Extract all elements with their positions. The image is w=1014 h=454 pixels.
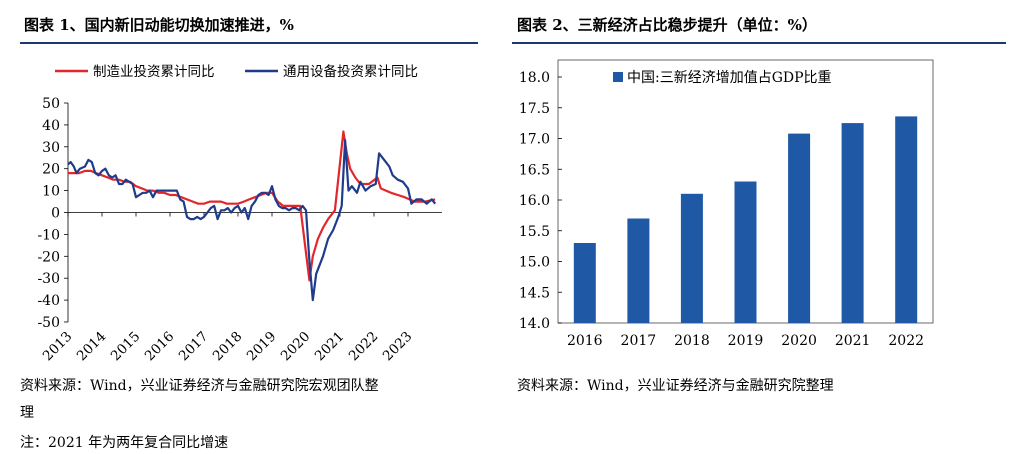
right-plot-bars xyxy=(573,116,918,324)
series-line-manufacturing xyxy=(68,130,436,282)
right-chart-title: 图表 2、三新经济占比稳步提升（单位：%） xyxy=(517,16,817,34)
left-source-continued: 理 xyxy=(20,405,34,421)
bar-2018 xyxy=(680,193,703,323)
left-x-tick-label: 2021 xyxy=(312,329,348,365)
left-y-tick-label: 50 xyxy=(42,96,60,112)
left-y-tick-label: 0 xyxy=(51,206,60,222)
right-x-tick-label: 2018 xyxy=(674,333,710,349)
left-chart-title: 图表 1、国内新旧动能切换加速推进，% xyxy=(24,16,294,34)
left-y-tick-label: 20 xyxy=(42,162,60,178)
left-axes: 50403020100-10-20-30-40-5020132014201520… xyxy=(37,96,442,364)
left-y-tick-label: 10 xyxy=(42,184,60,200)
right-y-tick-label: 17.5 xyxy=(519,101,550,117)
right-x-tick-label: 2020 xyxy=(781,333,817,349)
left-x-tick-label: 2023 xyxy=(380,329,416,365)
left-x-tick-label: 2016 xyxy=(142,329,178,365)
bar-2021 xyxy=(841,123,864,323)
series-line-equipment xyxy=(67,139,437,302)
left-x-tick-label: 2022 xyxy=(346,329,382,365)
bar-2020 xyxy=(788,133,811,323)
legend-label-manufacturing: 制造业投资累计同比 xyxy=(93,64,215,80)
right-axes: 18.0 17.5 17.0 16.5 16.0 15.5 15.0 14.5 14.0 2016… xyxy=(519,70,924,349)
left-y-tick-label: 40 xyxy=(42,118,60,134)
left-x-tick-label: 2013 xyxy=(40,329,76,365)
left-legend: 制造业投资累计同比 通用设备投资累计同比 xyxy=(55,63,418,80)
legend-label-equipment: 通用设备投资累计同比 xyxy=(283,63,418,80)
right-y-tick-label: 16.0 xyxy=(519,193,550,209)
right-y-tick-label: 15.5 xyxy=(519,224,550,240)
left-x-tick-label: 2020 xyxy=(278,329,314,365)
right-y-tick-label: 18.0 xyxy=(519,70,550,86)
right-y-tick-label: 14.5 xyxy=(519,285,550,301)
left-x-tick-label: 2017 xyxy=(176,329,212,365)
right-x-tick-label: 2019 xyxy=(728,333,764,349)
left-y-tick-label: -50 xyxy=(37,315,60,331)
bar-2017 xyxy=(627,218,650,323)
right-y-tick-label: 15.0 xyxy=(519,255,550,271)
left-y-tick-label: 30 xyxy=(42,140,60,156)
right-x-tick-label: 2017 xyxy=(621,333,657,349)
right-title-rule xyxy=(512,42,1006,44)
left-x-tick-label: 2014 xyxy=(74,329,110,365)
left-y-tick-label: -40 xyxy=(37,293,60,309)
right-y-tick-label: 16.5 xyxy=(519,162,550,178)
right-x-tick-label: 2021 xyxy=(835,333,871,349)
legend-swatch-bar xyxy=(613,72,623,82)
right-source: 资料来源：Wind，兴业证券经济与金融研究院整理 xyxy=(517,378,834,394)
bar-2019 xyxy=(734,181,757,323)
left-source: 资料来源：Wind，兴业证券经济与金融研究院宏观团队整 xyxy=(20,378,379,394)
right-x-tick-label: 2016 xyxy=(567,333,603,349)
left-x-tick-label: 2015 xyxy=(108,329,144,365)
bar-2016 xyxy=(573,243,596,323)
right-y-tick-label: 17.0 xyxy=(519,132,550,148)
left-x-tick-label: 2018 xyxy=(210,329,246,365)
left-y-tick-label: -30 xyxy=(37,271,60,287)
left-x-tick-label: 2019 xyxy=(244,329,280,365)
legend-label-bar: 中国:三新经济增加值占GDP比重 xyxy=(627,70,832,86)
left-title-rule xyxy=(20,42,478,44)
left-y-tick-label: -20 xyxy=(37,249,60,265)
right-x-tick-label: 2022 xyxy=(888,333,924,349)
bar-2022 xyxy=(895,116,918,324)
left-y-tick-label: -10 xyxy=(37,227,60,243)
left-note: 注：2021 年为两年复合同比增速 xyxy=(20,435,229,451)
left-plot-lines xyxy=(67,130,437,302)
right-y-tick-label: 14.0 xyxy=(519,316,550,332)
